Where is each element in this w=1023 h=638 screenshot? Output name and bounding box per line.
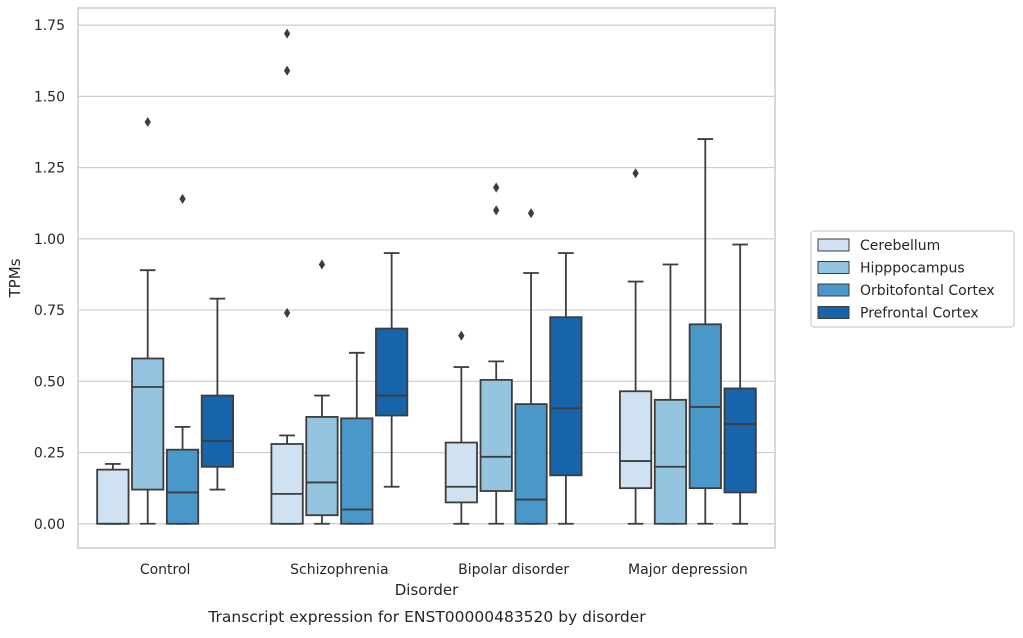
box-iqr	[514, 403, 548, 525]
box-iqr	[270, 443, 304, 525]
box-prefrontal-cortex	[375, 252, 409, 488]
y-tick-label: 1.00	[34, 232, 65, 248]
box-iqr	[200, 394, 234, 468]
y-tick-label: 0.25	[34, 446, 65, 462]
outlier-point	[318, 259, 326, 270]
box-iqr	[165, 448, 200, 525]
plot-area-frame	[77, 7, 776, 549]
y-tick-label: 0.00	[34, 517, 65, 533]
box-iqr	[619, 390, 653, 490]
box-iqr	[131, 357, 165, 491]
legend-label: Orbitofontal Cortex	[860, 283, 995, 299]
legend-frame	[810, 230, 1015, 328]
legend-label: Hipppocampus	[860, 261, 965, 277]
y-tick-label: 1.75	[34, 18, 65, 34]
legend-items: Cerebellum Hipppocampus Orbitofontal Corte…	[817, 238, 995, 322]
legend-swatch	[817, 306, 850, 319]
x-tick-label: Major depression	[628, 562, 748, 578]
box-orbitofontal-cortex	[514, 208, 548, 525]
box-prefrontal-cortex	[200, 297, 234, 491]
box-prefrontal-cortex	[549, 252, 583, 525]
box-hipppocampus	[479, 182, 513, 525]
boxes	[96, 28, 757, 525]
box-hipppocampus	[653, 263, 688, 525]
outlier-point	[283, 28, 291, 39]
x-tick-label: Bipolar disorder	[458, 562, 569, 578]
y-tick-label: 0.50	[34, 374, 65, 390]
box-orbitofontal-cortex	[340, 351, 374, 525]
y-tick-label: 0.75	[34, 303, 65, 319]
box-cerebellum	[270, 28, 304, 525]
x-tick-label: Control	[140, 562, 191, 578]
legend-swatch	[817, 283, 850, 297]
legend-swatch	[817, 261, 850, 274]
box-hipppocampus	[305, 259, 339, 525]
legend-swatch	[817, 238, 850, 252]
outlier-point	[458, 330, 465, 341]
outlier-point	[493, 205, 500, 216]
box-cerebellum	[96, 463, 130, 525]
box-iqr	[340, 417, 374, 525]
outlier-point	[179, 193, 186, 204]
outlier-point	[144, 116, 151, 128]
box-iqr	[444, 441, 478, 504]
box-iqr	[479, 378, 513, 492]
y-axis-label: TPMs	[6, 258, 24, 298]
y-tick-label: 1.25	[34, 161, 65, 177]
box-hipppocampus	[131, 116, 165, 525]
outlier-point	[632, 168, 639, 179]
box-orbitofontal-cortex	[688, 138, 722, 525]
outlier-point	[283, 65, 291, 76]
legend-label: Cerebellum	[860, 238, 940, 254]
box-cerebellum	[444, 330, 478, 525]
box-iqr	[723, 387, 757, 494]
outlier-point	[493, 182, 500, 193]
x-axis-label: Disorder	[395, 581, 459, 599]
box-iqr	[653, 398, 688, 525]
legend: Cerebellum Hipppocampus Orbitofontal Corte…	[810, 230, 1015, 328]
legend-label: Prefrontal Cortex	[860, 306, 979, 322]
box-iqr	[96, 468, 130, 525]
outlier-point	[283, 307, 291, 318]
box-iqr	[375, 327, 409, 417]
box-iqr	[549, 316, 583, 477]
box-prefrontal-cortex	[723, 243, 757, 525]
chart-caption: Transcript expression for ENST0000048352…	[207, 608, 646, 626]
outlier-point	[527, 208, 535, 219]
box-iqr	[305, 416, 339, 517]
x-tick-labels: Control Schizophrenia Bipolar disorder Majo…	[140, 562, 748, 578]
y-tick-label: 1.50	[34, 89, 65, 105]
x-tick-label: Schizophrenia	[290, 562, 388, 578]
box-orbitofontal-cortex	[165, 193, 200, 525]
y-tick-labels: 0.00 0.25 0.50 0.75 1.00 1.25 1.50 1.75	[34, 18, 65, 533]
box-cerebellum	[619, 168, 653, 525]
